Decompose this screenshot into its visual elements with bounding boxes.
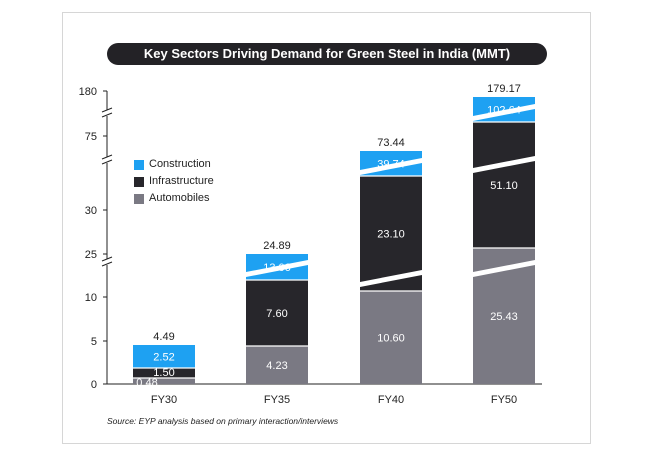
- bar-construction-fy30: [133, 345, 195, 368]
- value-label-automobiles-fy50: 25.43: [490, 311, 518, 323]
- value-label-automobiles-fy30: 0.48: [136, 377, 157, 389]
- bar-automobiles-fy30: [133, 378, 195, 384]
- x-tick-label-fy50: FY50: [491, 394, 517, 406]
- total-label-fy35: 24.89: [263, 240, 291, 252]
- value-label-infrastructure-fy50: 51.10: [490, 180, 518, 192]
- axis-break-mark: [101, 112, 113, 118]
- x-tick-label-fy30: FY30: [151, 394, 177, 406]
- value-label-infrastructure-fy35: 7.60: [266, 308, 287, 320]
- value-label-construction-fy30: 2.52: [153, 352, 174, 364]
- bar-break-stripe: [473, 156, 535, 173]
- y-tick-label: 5: [91, 336, 97, 348]
- value-label-infrastructure-fy30: 1.50: [153, 367, 174, 379]
- y-tick-label: 75: [85, 131, 97, 143]
- bar-break-stripe: [473, 104, 535, 121]
- y-tick-label: 30: [85, 205, 97, 217]
- value-label-infrastructure-fy40: 23.10: [377, 229, 405, 241]
- total-label-fy50: 179.17: [487, 83, 521, 95]
- total-label-fy30: 4.49: [153, 331, 174, 343]
- axis-break-gap: [102, 110, 112, 116]
- value-label-automobiles-fy40: 10.60: [377, 333, 405, 345]
- y-tick-label: 25: [85, 249, 97, 261]
- bar-infrastructure-fy40: [360, 176, 422, 291]
- y-tick-label: 180: [79, 86, 97, 98]
- axis-break-mark: [101, 107, 113, 113]
- y-tick-label: 0: [91, 379, 97, 391]
- chart-title: Key Sectors Driving Demand for Green Ste…: [107, 43, 547, 65]
- legend-infrastructure-swatch: [134, 177, 144, 187]
- x-tick-label-fy40: FY40: [378, 394, 404, 406]
- bar-break-stripe: [360, 270, 422, 287]
- bar-automobiles-fy35: [246, 346, 308, 384]
- legend-construction-label: Construction: [149, 158, 211, 170]
- value-label-automobiles-fy35: 4.23: [266, 360, 287, 372]
- bar-infrastructure-fy50: [473, 122, 535, 248]
- bar-automobiles-fy40: [360, 291, 422, 384]
- bar-break-stripe: [246, 260, 308, 277]
- axis-break-mark: [101, 159, 113, 165]
- total-label-fy40: 73.44: [377, 137, 405, 149]
- axis-break-mark: [101, 261, 113, 267]
- source-note: Source: EYP analysis based on primary in…: [107, 416, 339, 426]
- bar-break-stripe: [360, 158, 422, 175]
- legend-construction-swatch: [134, 160, 144, 170]
- y-tick-label: 10: [85, 292, 97, 304]
- bar-infrastructure-fy35: [246, 280, 308, 346]
- legend-automobiles-label: Automobiles: [149, 192, 210, 204]
- axis-break-gap: [102, 157, 112, 163]
- legend-automobiles-swatch: [134, 194, 144, 204]
- bar-infrastructure-fy30: [133, 368, 195, 378]
- axis-break-mark: [101, 154, 113, 160]
- bar-break-stripe: [473, 260, 535, 277]
- axis-break-mark: [101, 256, 113, 262]
- axis-break-gap: [102, 259, 112, 265]
- x-tick-label-fy35: FY35: [264, 394, 290, 406]
- legend-infrastructure-label: Infrastructure: [149, 175, 214, 187]
